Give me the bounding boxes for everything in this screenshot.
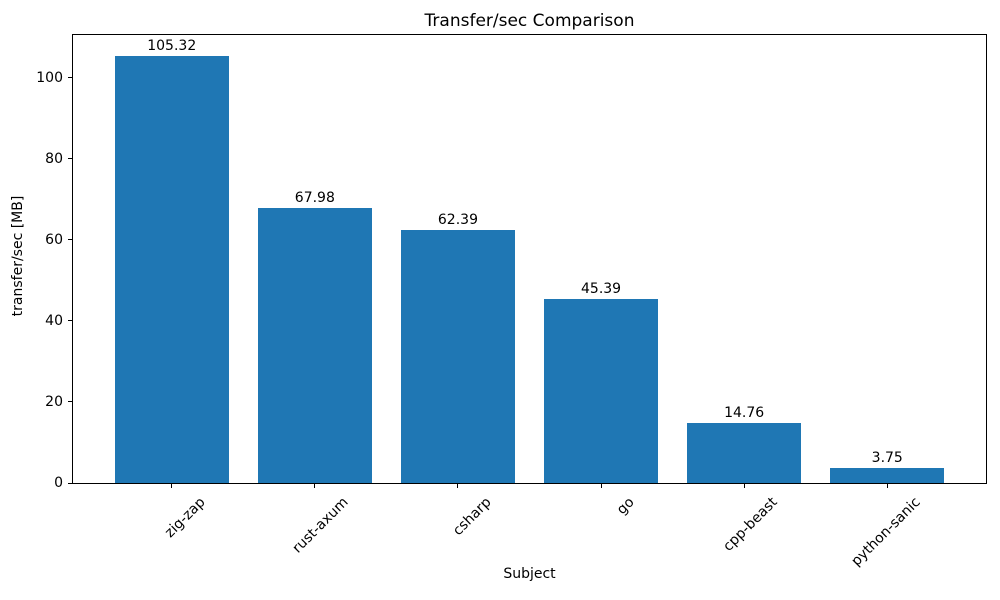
bar-value-label: 14.76 (724, 405, 765, 422)
bar-value-label: 45.39 (581, 281, 622, 298)
y-tick-label: 0 (54, 475, 63, 491)
x-tick-label: zig-zap (161, 494, 209, 541)
bar-zig-zap (114, 56, 229, 483)
plot-area: 0 20 40 60 80 100 105.32 zig-zap 67.98 rust-axum 6… (36, 34, 987, 570)
bar-value-label: 105.32 (147, 38, 197, 55)
x-tick-label: rust-axum (289, 494, 352, 557)
x-axis-label: Subject (503, 566, 556, 582)
x-tick-mark (171, 483, 173, 488)
bar-value-label: 3.75 (871, 449, 903, 466)
x-tick-label: python-sanic (848, 494, 924, 570)
bar-rust-axum (257, 207, 373, 483)
x-tick-mark (886, 483, 888, 488)
bar-cpp-beast (686, 423, 802, 483)
y-tick-mark (68, 158, 73, 160)
bar-python-sanic (830, 467, 945, 483)
y-tick-label: 20 (45, 393, 63, 410)
y-tick-label: 40 (45, 312, 63, 329)
y-tick-mark (68, 320, 73, 322)
y-tick-mark (68, 482, 73, 484)
y-tick-mark (68, 401, 73, 403)
y-tick-label: 80 (45, 150, 63, 167)
x-tick-label: csharp (449, 494, 495, 539)
y-tick-mark (68, 77, 73, 79)
y-tick-label: 100 (36, 69, 63, 86)
x-tick-label: cpp-beast (720, 494, 781, 555)
bar-csharp (400, 230, 516, 483)
x-tick-mark (314, 483, 316, 488)
bar-go (543, 299, 659, 483)
chart-title: Transfer/sec Comparison (424, 11, 635, 31)
x-tick-mark (600, 483, 602, 488)
y-tick-mark (68, 239, 73, 241)
y-axis-label: transfer/sec [MB] (10, 195, 26, 317)
bar-value-label: 67.98 (294, 189, 335, 206)
x-tick-mark (743, 483, 745, 488)
bar-value-label: 62.39 (437, 212, 478, 229)
x-tick-mark (457, 483, 459, 488)
x-tick-label: go (613, 494, 638, 518)
y-tick-label: 60 (45, 231, 63, 248)
